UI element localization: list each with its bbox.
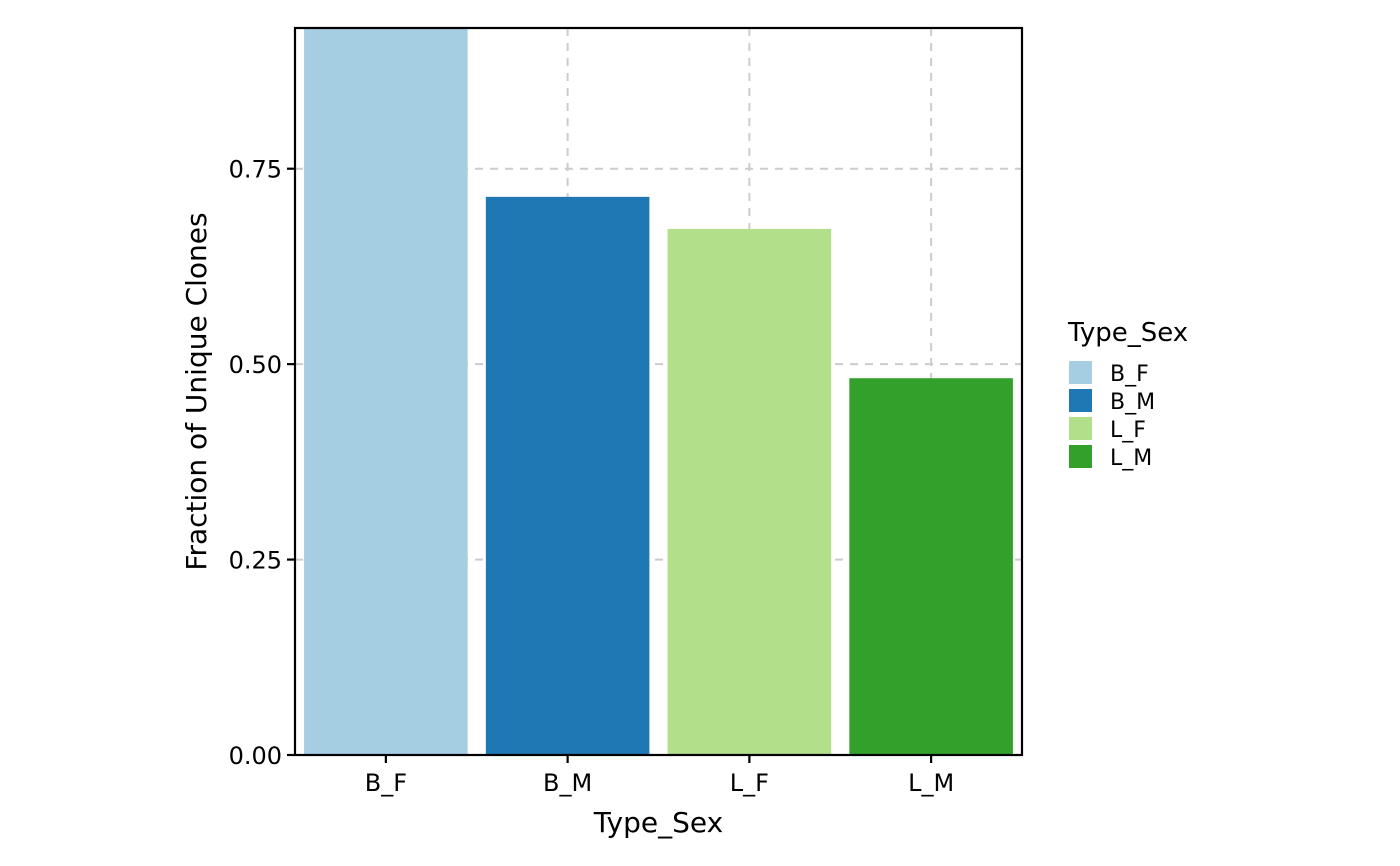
bar-b-m [485, 196, 650, 755]
legend-label-b-f: B_F [1110, 362, 1149, 387]
bar-b-f [304, 28, 468, 755]
legend-items: B_F B_M L_F L_M [1069, 361, 1155, 471]
bar-l-f [667, 228, 832, 755]
x-tick-label: B_M [543, 769, 592, 797]
legend-swatch-l-m [1069, 445, 1092, 468]
legend-swatch-l-f [1069, 417, 1092, 440]
y-tick-label: 0.75 [229, 156, 282, 184]
legend-label-l-m: L_M [1110, 446, 1152, 471]
bars [304, 28, 1013, 755]
x-tick-label: L_F [730, 769, 769, 797]
panel-border [293, 26, 1024, 757]
x-tick-label: L_M [908, 769, 954, 797]
legend-label-b-m: B_M [1110, 390, 1155, 415]
y-tick-label: 0.00 [229, 742, 282, 770]
legend: Type_Sex B_F B_M L_F L_M [1067, 318, 1188, 471]
x-axis-title: Type_Sex [593, 806, 723, 839]
x-tick-label: B_F [365, 769, 407, 797]
legend-title: Type_Sex [1067, 318, 1188, 348]
legend-swatch-b-m [1069, 389, 1092, 412]
y-axis-title: Fraction of Unique Clones [180, 212, 213, 570]
legend-label-l-f: L_F [1110, 418, 1146, 443]
axes: 0.00 0.25 0.50 0.75 B_F B_M L_F L_M [229, 156, 955, 797]
bar-l-m [849, 378, 1013, 755]
y-tick-label: 0.50 [229, 351, 282, 379]
y-tick-label: 0.25 [229, 547, 282, 575]
legend-swatch-b-f [1069, 361, 1092, 384]
